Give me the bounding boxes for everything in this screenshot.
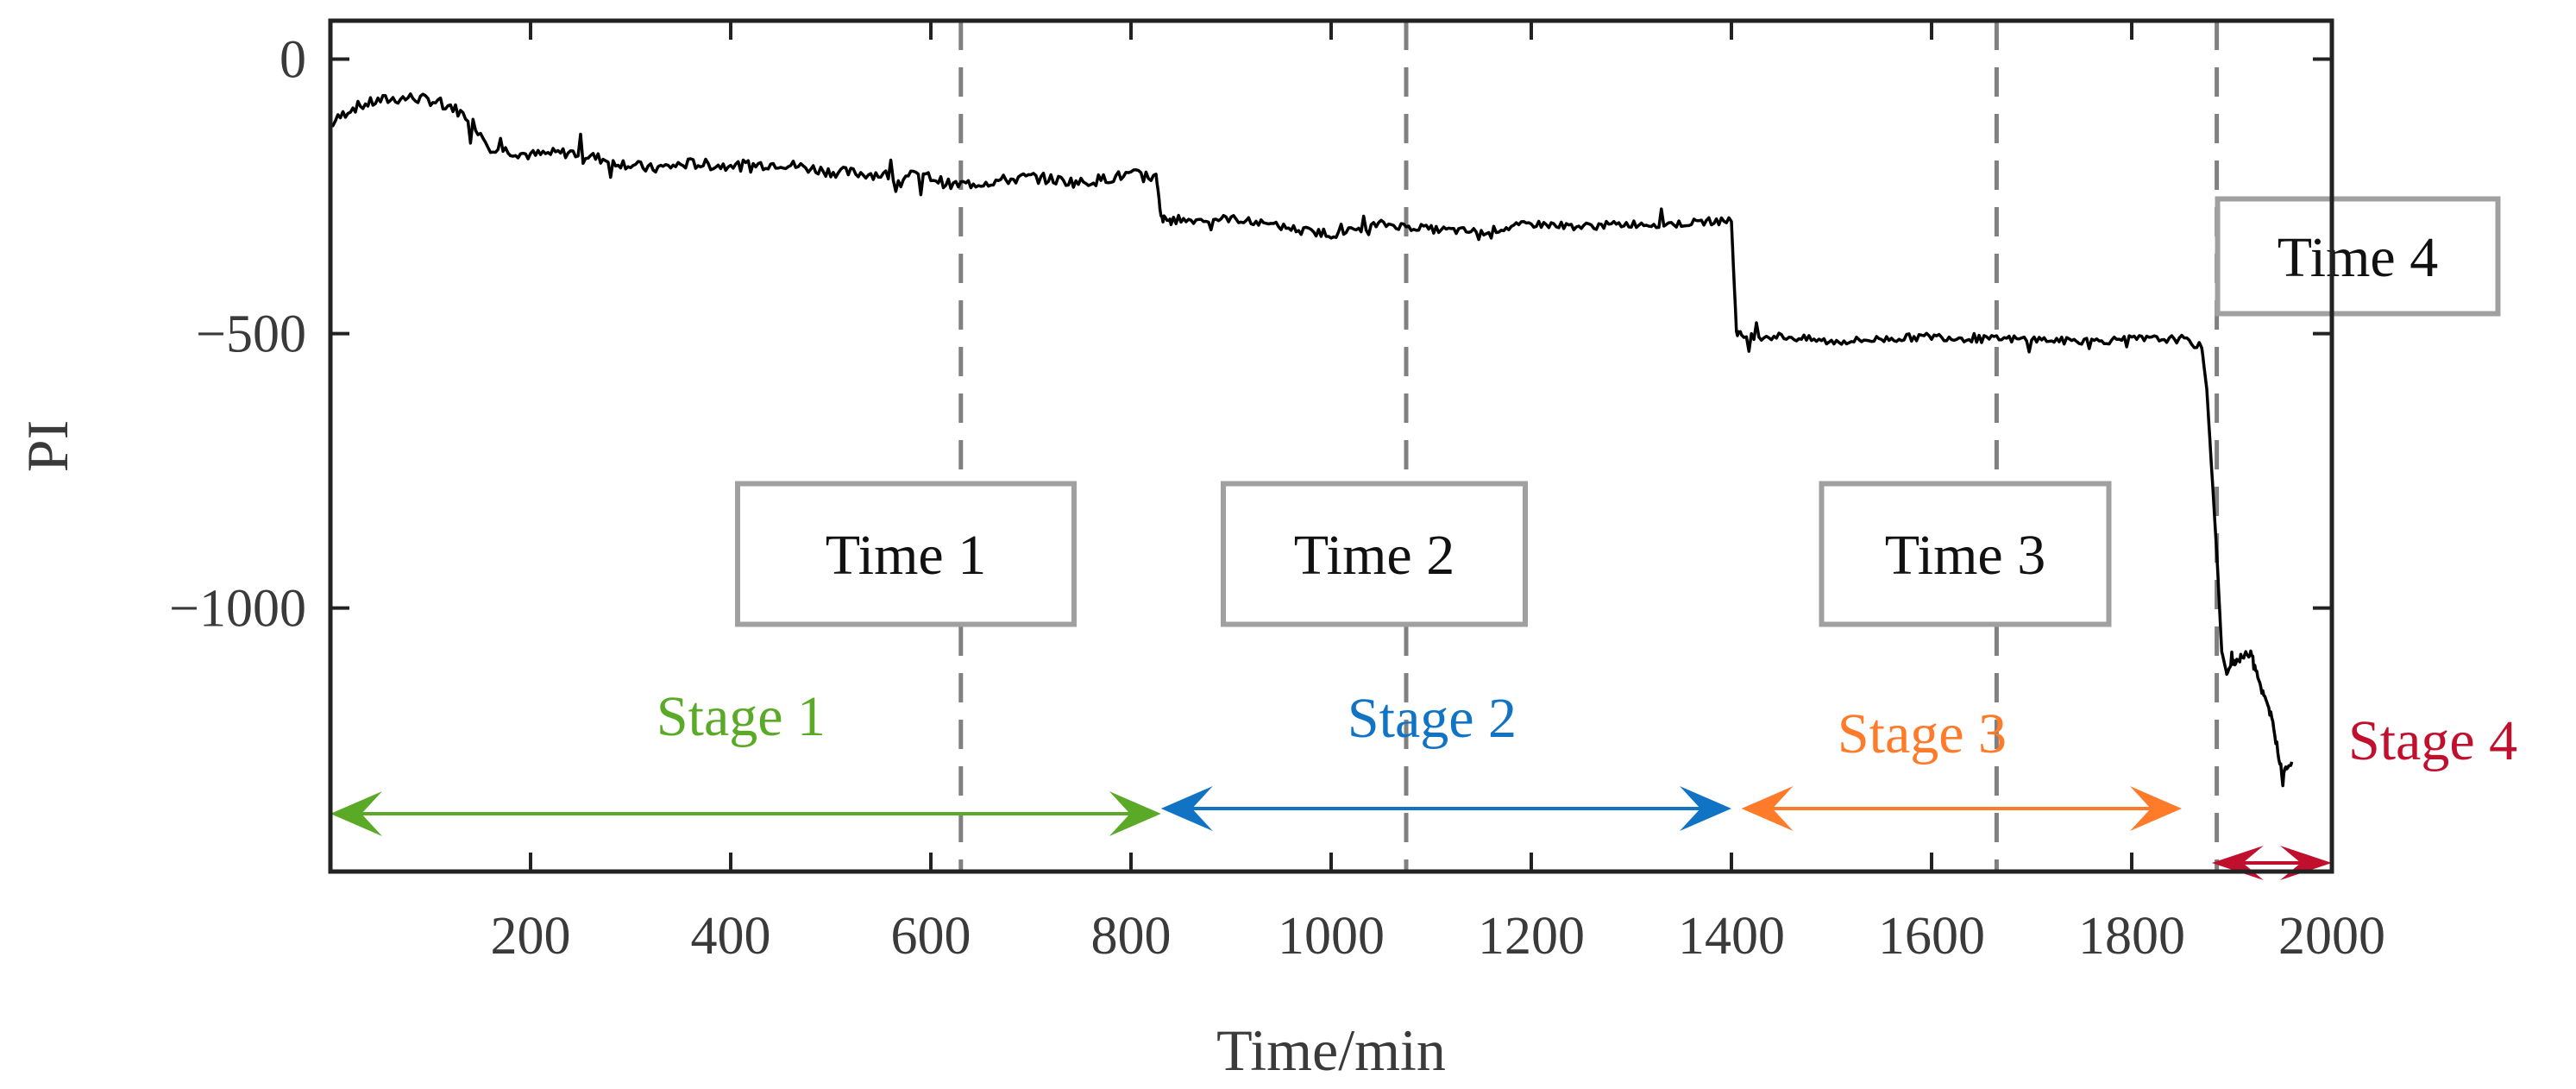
time-annotation-box (2215, 196, 2501, 317)
stage-label: Stage 2 (1348, 687, 1517, 750)
series-line-pi (330, 92, 2294, 788)
stage-arrow-head-left (1741, 786, 1794, 831)
x-tick-label: 1400 (1678, 907, 1785, 966)
axis-layer: 200 400 600 800 1000 1200 1400 1600 1800 2000 0 −50… (169, 21, 2385, 966)
x-tick-label: 1800 (2078, 907, 2185, 966)
x-axis-label: Time/min (1216, 1017, 1446, 1083)
y-axis-label: PI (15, 420, 80, 472)
y-tick-label: 0 (280, 31, 306, 90)
time-annotation-label: Time 4 (2278, 226, 2438, 289)
x-tick-label: 600 (891, 907, 971, 966)
series-layer (330, 92, 2294, 788)
time-annotation-label: Time 3 (1885, 524, 2045, 587)
x-tick-label: 400 (691, 907, 771, 966)
x-tick-label: 800 (1091, 907, 1172, 966)
time-annotation-box (1819, 481, 2112, 627)
stage-arrow-head-right (2130, 786, 2182, 831)
stage-label: Stage 4 (2348, 709, 2517, 772)
time-annotation-label: Time 2 (1294, 524, 1454, 587)
x-tick-label: 1600 (1878, 907, 1985, 966)
y-tick-label: −1000 (169, 580, 306, 639)
time-annotation-box (1221, 481, 1528, 627)
x-tick-label: 1000 (1278, 907, 1385, 966)
reference-lines (958, 21, 2220, 872)
stage-label: Stage 1 (657, 685, 826, 748)
y-tick-label: −500 (196, 305, 306, 364)
time-annotation-box (735, 481, 1077, 627)
x-tick-label: 2000 (2278, 907, 2385, 966)
x-tick-label: 1200 (1478, 907, 1585, 966)
stage-label: Stage 3 (1838, 702, 2007, 765)
time-annotation-label: Time 1 (826, 524, 986, 587)
x-tick-label: 200 (491, 907, 571, 966)
plot-frame (328, 18, 2334, 874)
stage-arrow-head-left (1160, 786, 1213, 831)
annotation-layer: Time 1 Time 2 Time 3 Time 4 Stage 1 Stage 2 St… (330, 196, 2517, 880)
stage-arrow-head-right (1680, 786, 1731, 831)
stage-arrow-head-left (330, 791, 382, 836)
stage-arrow-head-right (1109, 791, 1161, 836)
